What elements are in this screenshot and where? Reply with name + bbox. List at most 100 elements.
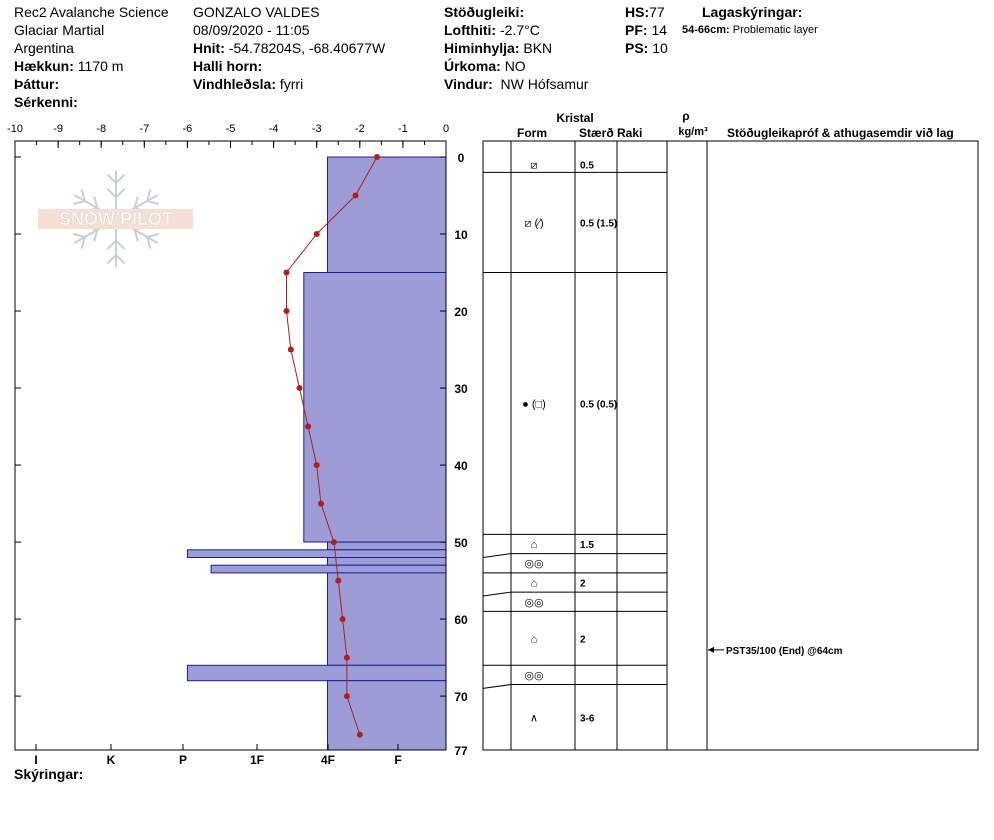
snowflake-branch <box>106 254 117 265</box>
features-label: Sérkenni: <box>14 94 78 110</box>
hardness-tick-label: 4F <box>321 753 335 767</box>
depth-tick-label: 30 <box>454 382 468 396</box>
crystal-size: 0.5 <box>580 161 594 172</box>
slope-label: Halli horn: <box>193 58 263 74</box>
snowflake-branch <box>133 196 139 209</box>
crystal-form: ◎◎ <box>524 670 543 682</box>
snowflake-branch <box>115 188 126 199</box>
wind-load-label: Vindhleðsla: <box>193 76 276 92</box>
hardness-tick-label: F <box>394 753 401 767</box>
hs-row: HS:77 <box>625 3 665 21</box>
elevation-value: 1170 m <box>77 58 124 74</box>
temperature-point <box>339 616 346 623</box>
temperature-point <box>287 346 294 353</box>
depth-tick-label: 0 <box>458 151 465 165</box>
hardness-bar <box>186 549 447 558</box>
crystal-form: ⌂ <box>531 539 538 551</box>
density-unit-header: kg/m³ <box>678 126 708 138</box>
snowflake-branch <box>93 229 99 242</box>
depth-tick-label: 40 <box>454 459 468 473</box>
legend-title: Lagaskýringar: <box>702 4 803 20</box>
temperature-point <box>283 308 290 314</box>
legend-title-row: Lagaskýringar: <box>702 3 802 21</box>
crystal-size: 3-6 <box>580 713 595 724</box>
hardness-tick-label: I <box>34 753 37 767</box>
wind-row: Vindur: NW Hófsamur <box>444 75 588 93</box>
wind-value: NW Hófsamur <box>500 76 589 92</box>
layer-row: Þáttur: <box>14 75 59 93</box>
hardness-bar <box>210 564 447 574</box>
hardness-bar <box>303 272 447 543</box>
watermark-text: SNOW PILOT <box>59 209 173 229</box>
crystal-form: ● (□) <box>522 398 546 410</box>
hardness-bar <box>327 156 447 273</box>
temp-tick-label: -1 <box>398 123 408 135</box>
air-temp-label: Lofthiti: <box>444 22 497 38</box>
temperature-point <box>374 154 380 160</box>
temperature-point <box>352 192 359 199</box>
temperature-point <box>330 539 337 546</box>
crystal-header: Kristal <box>556 111 593 125</box>
wind-load-row: Vindhleðsla: fyrri <box>193 75 303 93</box>
crystal-form: ∧ <box>530 712 538 724</box>
chart-axes: -10 -9 -8 -7 -6 -5 -4 -3 -2 -1 001020304050607077I… <box>7 123 468 767</box>
temperature-point <box>343 693 350 700</box>
snowpilot-watermark: SNOW PILOT <box>38 171 193 267</box>
hardness-bar <box>327 541 447 551</box>
test-arrow-head <box>708 646 714 653</box>
crystal-size: 2 <box>580 634 586 645</box>
precip-label: Úrkoma: <box>444 58 501 74</box>
crystal-form: ◎◎ <box>524 597 543 609</box>
crystal-form: ⧄ <box>531 160 538 172</box>
temp-tick-label: -9 <box>53 123 63 135</box>
org-name: Rec2 Avalanche Science <box>14 4 169 20</box>
crystal-size: 1.5 <box>580 540 594 551</box>
pf-row: PF: 14 <box>625 21 667 39</box>
crystal-form: ◎◎ <box>524 558 543 570</box>
features-row: Sérkenni: <box>14 93 78 111</box>
ps-value: 10 <box>652 40 668 56</box>
snowflake-branch <box>80 189 86 202</box>
hardness-tick-label: K <box>107 753 116 767</box>
temperature-point <box>318 500 324 507</box>
table-connector <box>482 553 512 558</box>
temperature-point <box>343 654 350 661</box>
hardness-profile <box>186 156 447 751</box>
hardness-tick-label: P <box>179 753 187 767</box>
snowflake-branch <box>146 200 160 206</box>
temp-tick-label: -6 <box>183 123 193 135</box>
temp-tick-label: -5 <box>226 123 236 135</box>
footer-label: Skýringar: <box>14 766 84 782</box>
snowflake-branch <box>146 232 160 238</box>
snowflake-branch <box>115 239 126 250</box>
snowflake-branch <box>146 236 152 249</box>
crystal-size: 0.5 (1.5) <box>580 218 617 229</box>
crystal-form: ⌂ <box>531 577 538 589</box>
hardness-bar <box>327 572 447 666</box>
legend-entry: 54-66cm: Problematic layer <box>682 24 818 36</box>
temperature-point <box>335 577 342 584</box>
depth-tick-label: 70 <box>454 690 468 704</box>
depth-tick-label: 50 <box>454 536 468 550</box>
precip-row: Úrkoma: NO <box>444 57 526 75</box>
elevation-label: Hækkun: <box>14 58 74 74</box>
ps-row: PS: 10 <box>625 39 668 57</box>
crystal-form: ⌂ <box>531 633 538 645</box>
location: Glaciar Martial <box>14 22 105 38</box>
hardness-bar <box>327 680 447 751</box>
wind-load-value: fyrri <box>279 76 304 92</box>
test-note: PST35/100 (End) @64cm <box>726 646 843 657</box>
pf-label: PF: <box>625 22 648 38</box>
hardness-tick-label: 1F <box>250 753 264 767</box>
elevation-row: Hækkun: 1170 m <box>14 57 123 75</box>
snowflake-branch <box>106 239 117 250</box>
crystal-size: 2 <box>580 578 586 589</box>
table-connector <box>482 684 512 689</box>
snowflake-branch <box>115 173 126 184</box>
temperature-profile <box>283 154 380 738</box>
table-frame <box>482 140 979 751</box>
hs-label: HS: <box>625 4 650 20</box>
coords-label: Hnit: <box>193 40 225 56</box>
snowflake-branch <box>115 254 126 265</box>
